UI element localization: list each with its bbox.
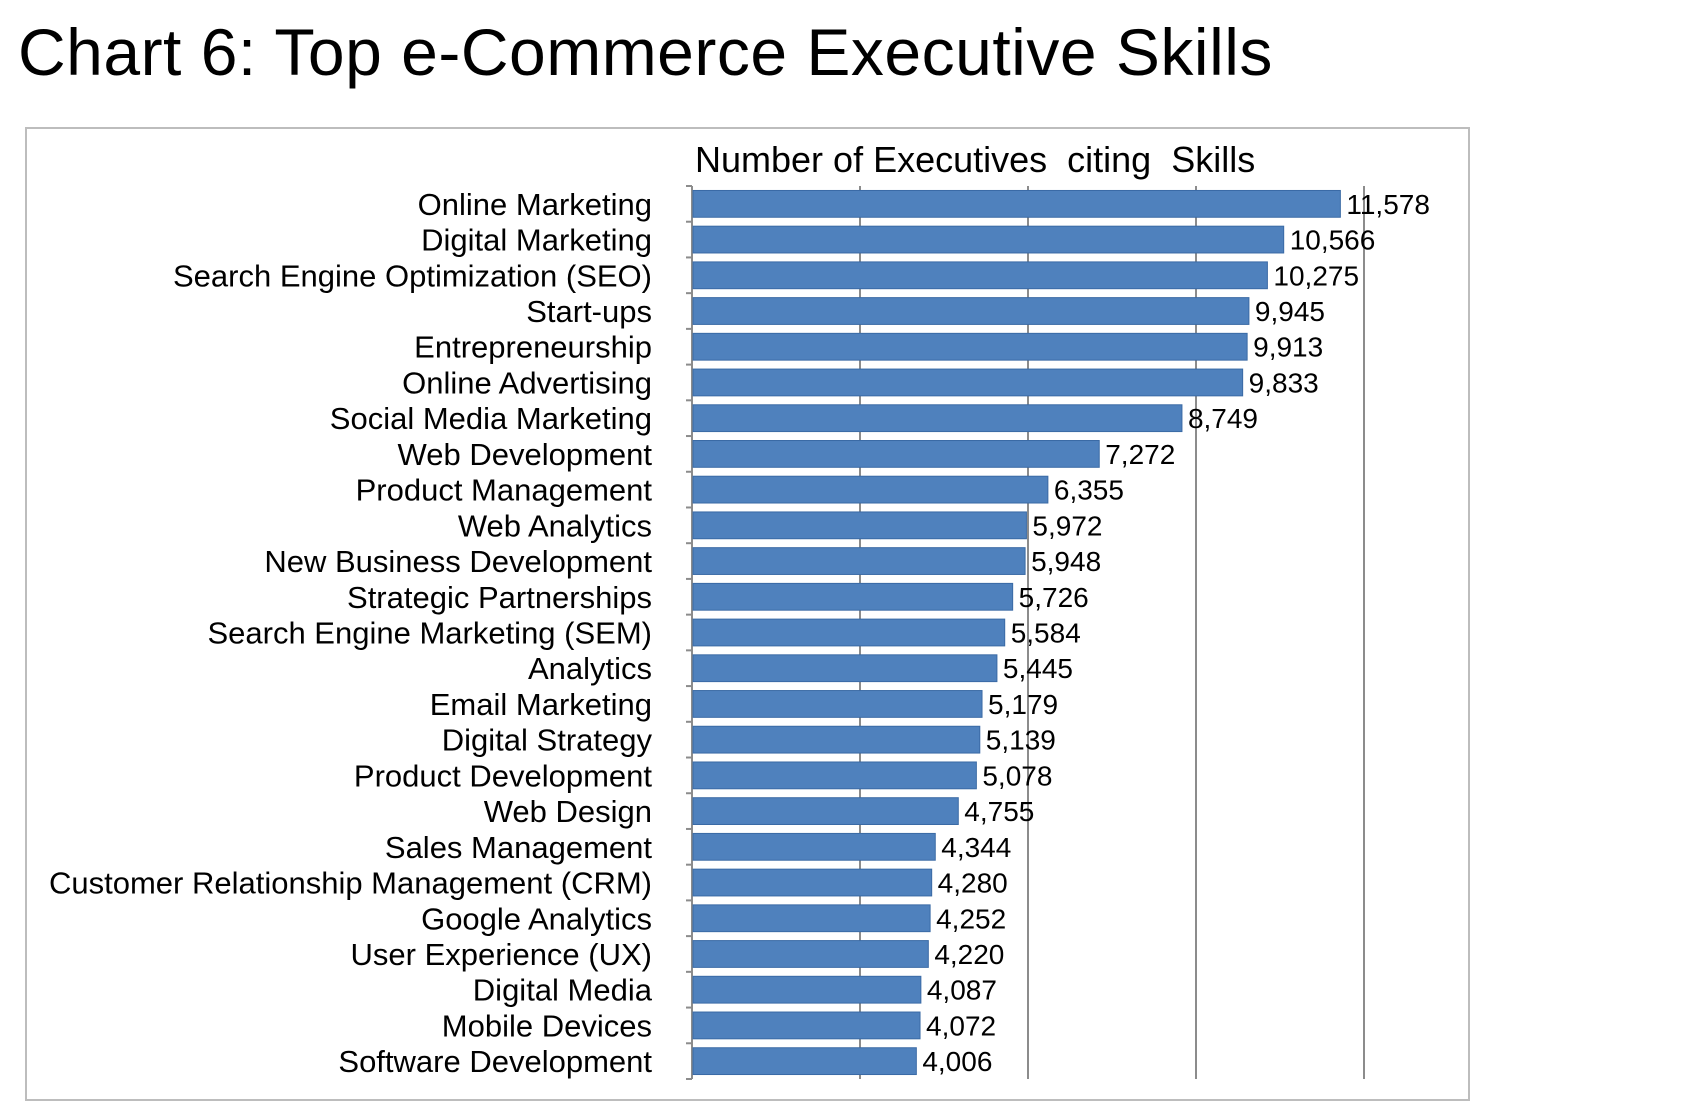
data-label: 7,272 xyxy=(1105,439,1175,470)
category-label: Sales Management xyxy=(385,830,652,865)
bar xyxy=(692,654,998,683)
data-label: 4,344 xyxy=(941,832,1011,863)
data-label: 4,072 xyxy=(926,1010,996,1041)
bar xyxy=(692,761,977,790)
category-label: Web Analytics xyxy=(458,508,652,543)
data-label: 4,220 xyxy=(934,939,1004,970)
data-label: 4,006 xyxy=(922,1046,992,1077)
category-label: Customer Relationship Management (CRM) xyxy=(49,866,652,901)
category-label: Google Analytics xyxy=(421,901,652,936)
category-label: Online Marketing xyxy=(418,187,652,222)
data-label: 4,087 xyxy=(927,975,997,1006)
bar xyxy=(692,690,983,718)
bar xyxy=(692,368,1244,397)
data-label: 5,584 xyxy=(1011,618,1081,649)
category-label: New Business Development xyxy=(264,544,652,579)
data-label: 8,749 xyxy=(1188,403,1258,434)
category-label: Search Engine Marketing (SEM) xyxy=(207,616,652,651)
bar-layer xyxy=(692,189,1341,1076)
data-label: 4,280 xyxy=(938,868,1008,899)
bar xyxy=(692,1011,921,1040)
bar xyxy=(692,868,933,897)
category-label: Search Engine Optimization (SEO) xyxy=(173,258,652,293)
category-label: Social Media Marketing xyxy=(330,401,652,436)
data-label: 10,275 xyxy=(1273,260,1359,291)
bar xyxy=(692,440,1100,468)
bar xyxy=(692,297,1250,325)
category-label: Mobile Devices xyxy=(442,1008,652,1043)
bar-chart: Online Marketing 11,578 Digital Marketing 1… xyxy=(49,139,1430,1080)
bar xyxy=(692,189,1341,218)
bar xyxy=(692,975,922,1004)
bar xyxy=(692,582,1014,611)
bar xyxy=(692,725,981,754)
bar xyxy=(692,797,959,825)
data-label: 9,913 xyxy=(1253,332,1323,363)
data-label: 9,833 xyxy=(1249,367,1319,398)
category-label: Digital Strategy xyxy=(442,723,653,758)
category-label: Web Development xyxy=(398,437,653,472)
bar xyxy=(692,1047,917,1076)
data-label: 5,445 xyxy=(1003,653,1073,684)
bar xyxy=(692,832,936,861)
bar xyxy=(692,225,1285,254)
data-label: 4,755 xyxy=(964,796,1034,827)
category-label: Product Management xyxy=(356,473,653,508)
category-label: User Experience (UX) xyxy=(351,937,652,972)
data-label: 5,179 xyxy=(988,689,1058,720)
category-label: Digital Marketing xyxy=(421,223,652,258)
chart-frame: Online Marketing 11,578 Digital Marketing 1… xyxy=(25,127,1470,1101)
category-label: Web Design xyxy=(484,794,652,829)
category-label: Digital Media xyxy=(473,973,653,1008)
data-label: 5,726 xyxy=(1019,582,1089,613)
bar xyxy=(692,475,1049,504)
category-label: Strategic Partnerships xyxy=(347,580,652,615)
chart-title: Number of Executives citing Skills xyxy=(695,139,1255,180)
bar xyxy=(692,404,1183,433)
category-label: Product Development xyxy=(354,758,652,793)
data-label: 4,252 xyxy=(936,903,1006,934)
data-label: 10,566 xyxy=(1290,225,1376,256)
bar xyxy=(692,904,931,933)
label-layer: Online Marketing 11,578 Digital Marketing 1… xyxy=(49,187,1430,1079)
bar xyxy=(692,511,1027,540)
bar xyxy=(692,547,1026,575)
category-label: Start-ups xyxy=(526,294,652,329)
bar xyxy=(692,261,1268,290)
category-label: Software Development xyxy=(338,1044,652,1079)
data-label: 5,139 xyxy=(986,725,1056,756)
bar xyxy=(692,332,1248,361)
bar xyxy=(692,940,929,968)
category-label: Analytics xyxy=(528,651,652,686)
data-label: 6,355 xyxy=(1054,475,1124,506)
data-label: 9,945 xyxy=(1255,296,1325,327)
bar xyxy=(692,618,1006,647)
data-label: 11,578 xyxy=(1346,189,1430,220)
category-label: Entrepreneurship xyxy=(414,330,652,365)
category-label: Online Advertising xyxy=(402,365,652,400)
data-label: 5,948 xyxy=(1031,546,1101,577)
data-label: 5,972 xyxy=(1032,510,1102,541)
category-label: Email Marketing xyxy=(430,687,652,722)
page-title: Chart 6: Top e-Commerce Executive Skills xyxy=(18,15,1273,89)
data-label: 5,078 xyxy=(982,760,1052,791)
